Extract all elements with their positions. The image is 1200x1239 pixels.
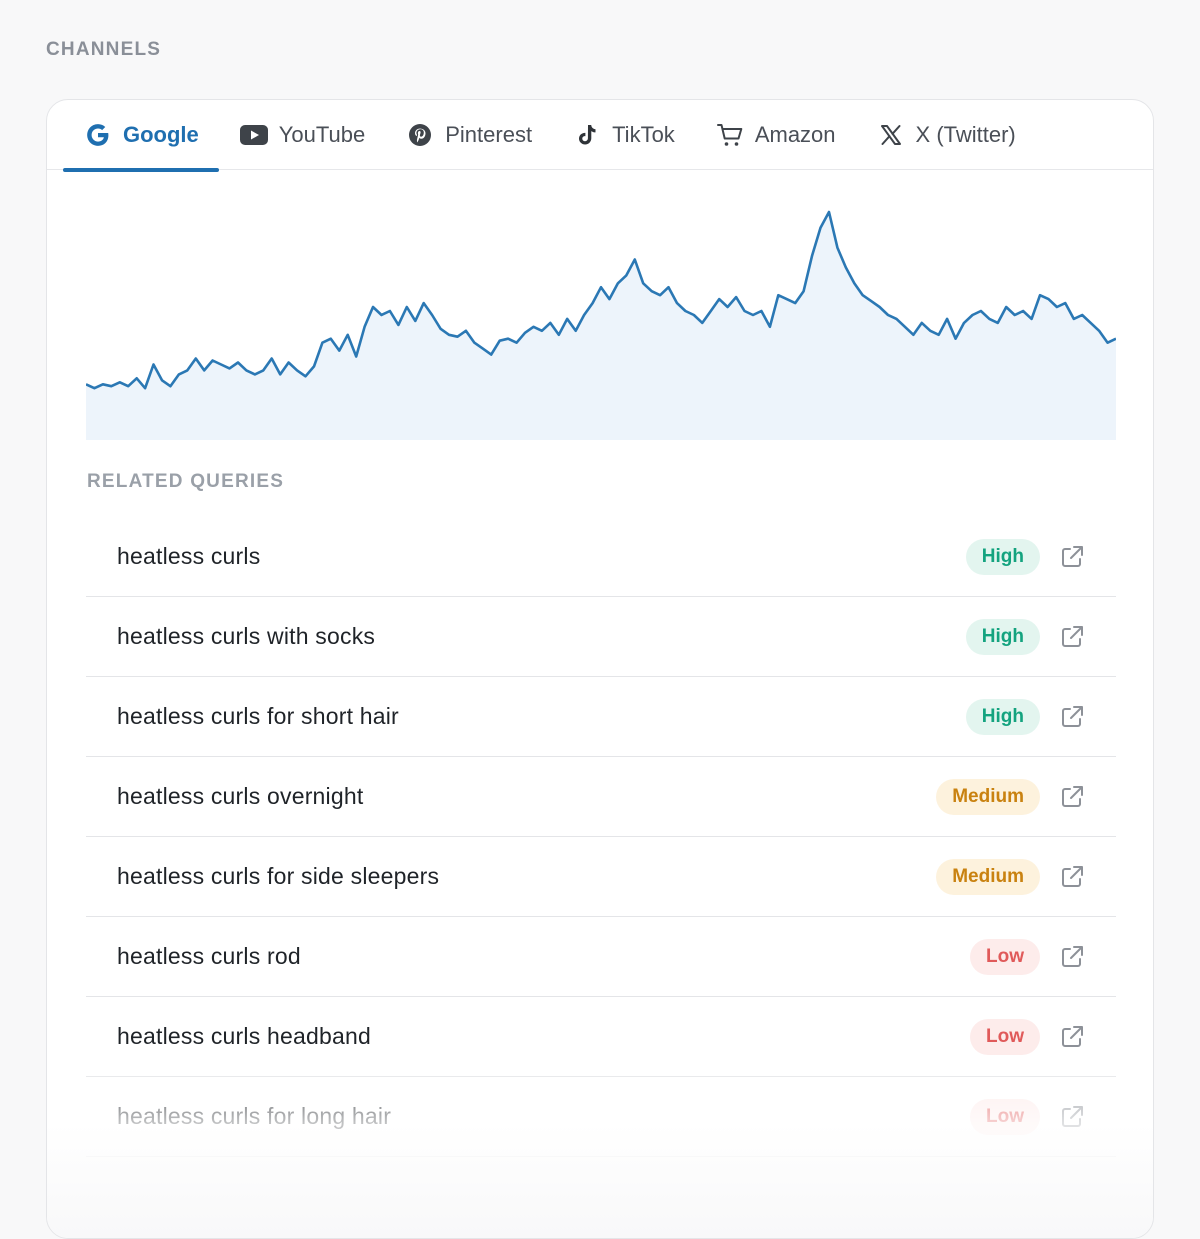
trend-chart-svg: [85, 210, 1117, 440]
query-text: heatless curls: [117, 543, 261, 569]
tab-amazon-label: Amazon: [754, 121, 836, 147]
volume-badge: High: [965, 699, 1040, 735]
external-link-icon[interactable]: [1059, 944, 1085, 970]
trend-chart: [85, 200, 1117, 440]
channels-card: Google YouTube Pinterest TikTok Amazon: [46, 99, 1154, 1239]
query-text: heatless curls for long hair: [117, 1103, 392, 1129]
volume-badge: High: [965, 619, 1040, 655]
tab-google[interactable]: Google: [63, 100, 219, 172]
list-item[interactable]: heatless curls for side sleepers Medium: [86, 837, 1116, 917]
tiktok-icon: [572, 120, 602, 150]
query-text: heatless curls for side sleepers: [117, 863, 440, 889]
trend-line: [85, 210, 1117, 390]
cart-icon: [715, 120, 745, 150]
external-link-icon[interactable]: [1059, 1024, 1085, 1050]
external-link-icon[interactable]: [1059, 1104, 1085, 1130]
external-link-icon[interactable]: [1059, 624, 1085, 650]
tab-youtube-label: YouTube: [278, 121, 366, 147]
query-text: heatless curls headband: [117, 1023, 371, 1049]
related-queries-list: heatless curls High heatless curls with so…: [86, 517, 1116, 1157]
volume-badge: Low: [970, 1099, 1040, 1135]
volume-badge: High: [965, 539, 1040, 575]
tab-tiktok[interactable]: TikTok: [552, 100, 695, 170]
tab-x-twitter[interactable]: X (Twitter): [856, 100, 1036, 170]
list-item[interactable]: heatless curls headband Low: [86, 997, 1116, 1077]
volume-badge: Medium: [936, 779, 1040, 815]
related-queries-heading: RELATED QUERIES: [87, 471, 285, 492]
tab-youtube[interactable]: YouTube: [219, 100, 385, 170]
volume-badge: Low: [970, 939, 1040, 975]
query-text: heatless curls rod: [117, 943, 301, 969]
query-text: heatless curls overnight: [117, 783, 364, 809]
list-item[interactable]: heatless curls overnight Medium: [86, 757, 1116, 837]
pinterest-icon: [405, 120, 435, 150]
channel-tabs: Google YouTube Pinterest TikTok Amazon: [47, 100, 1153, 172]
list-item[interactable]: heatless curls for short hair High: [86, 677, 1116, 757]
channels-heading: CHANNELS: [46, 39, 162, 60]
tab-amazon[interactable]: Amazon: [695, 100, 856, 170]
external-link-icon[interactable]: [1059, 864, 1085, 890]
tab-google-label: Google: [123, 121, 199, 147]
query-text: heatless curls with socks: [117, 623, 376, 649]
tab-x-twitter-label: X (Twitter): [915, 121, 1016, 147]
youtube-icon: [239, 120, 269, 150]
tab-pinterest-label: Pinterest: [445, 121, 533, 147]
volume-badge: Medium: [936, 859, 1040, 895]
trend-area: [86, 212, 1116, 440]
list-item[interactable]: heatless curls for long hair Low: [86, 1077, 1116, 1157]
tab-tiktok-label: TikTok: [612, 121, 675, 147]
list-item[interactable]: heatless curls with socks High: [86, 597, 1116, 677]
x-icon: [876, 120, 906, 150]
google-icon: [83, 120, 113, 150]
external-link-icon[interactable]: [1059, 704, 1085, 730]
list-item[interactable]: heatless curls High: [86, 517, 1116, 597]
tab-pinterest[interactable]: Pinterest: [385, 100, 552, 170]
list-item[interactable]: heatless curls rod Low: [86, 917, 1116, 997]
external-link-icon[interactable]: [1059, 784, 1085, 810]
external-link-icon[interactable]: [1059, 544, 1085, 570]
query-text: heatless curls for short hair: [117, 703, 399, 729]
volume-badge: Low: [970, 1019, 1040, 1055]
